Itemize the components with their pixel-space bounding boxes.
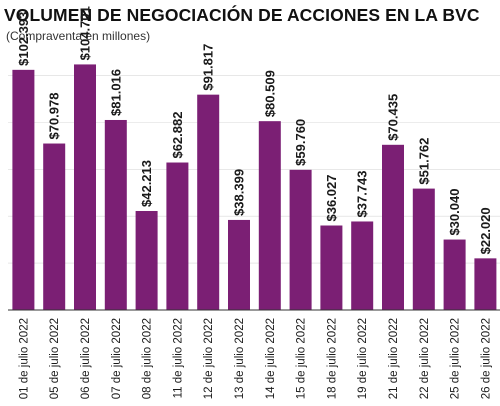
category-label: 06 de julio 2022 — [80, 318, 92, 399]
category-labels-group: 01 de julio 2022 05 de julio 2022 06 de ju… — [18, 318, 492, 399]
bar-value-label: $30.040 — [447, 189, 462, 236]
category-label: 18 de julio 2022 — [326, 318, 338, 399]
category-label: 12 de julio 2022 — [203, 318, 215, 399]
bar-value-label: $22.020 — [478, 207, 493, 254]
bar — [228, 219, 250, 310]
category-label: 19 de julio 2022 — [357, 318, 369, 399]
bar-value-label: $42.213 — [139, 160, 154, 207]
bar-value-label: $38.399 — [232, 169, 247, 216]
chart-subtitle: (Compraventa en millones) — [6, 29, 151, 43]
category-label: 08 de julio 2022 — [142, 318, 154, 399]
value-labels-group: $102.393 $70.978 $104.701 $81.016 $42.213 $62… — [16, 6, 493, 254]
bar-value-label: $91.817 — [201, 44, 216, 91]
bar-value-label: $70.435 — [386, 94, 401, 141]
bar — [197, 94, 220, 310]
bar — [104, 119, 127, 310]
bar — [351, 221, 374, 310]
bar — [320, 225, 343, 310]
category-label: 15 de julio 2022 — [296, 318, 308, 399]
bars-group — [12, 64, 497, 311]
chart-title: VOLUMEN DE NEGOCIACIÓN DE ACCIONES EN LA… — [4, 5, 480, 25]
bar — [166, 162, 189, 310]
bar — [474, 258, 497, 310]
bar — [43, 143, 66, 310]
bar — [12, 69, 35, 310]
bar — [135, 210, 158, 310]
category-label: 21 de julio 2022 — [388, 318, 400, 399]
category-label: 22 de julio 2022 — [419, 318, 431, 399]
category-label: 11 de julio 2022 — [172, 318, 184, 398]
bar — [382, 144, 404, 310]
category-label: 26 de julio 2022 — [480, 318, 492, 399]
bar-value-label: $104.701 — [78, 6, 93, 60]
bar — [258, 121, 281, 310]
bar — [74, 64, 96, 311]
bar-value-label: $70.978 — [47, 93, 62, 140]
bar — [412, 188, 435, 310]
category-label: 13 de julio 2022 — [234, 318, 246, 399]
category-label: 25 de julio 2022 — [450, 318, 462, 399]
bar-value-label: $62.882 — [170, 112, 185, 159]
bar-value-label: $102.393 — [16, 12, 31, 66]
bar — [289, 169, 312, 310]
bar-value-label: $36.027 — [324, 175, 339, 222]
bar-value-label: $37.743 — [355, 170, 370, 217]
bar-value-label: $51.762 — [416, 138, 431, 185]
category-label: 05 de julio 2022 — [49, 318, 61, 399]
category-label: 07 de julio 2022 — [111, 318, 123, 399]
bar-value-label: $59.760 — [293, 119, 308, 166]
category-label: 01 de julio 2022 — [18, 318, 30, 399]
bar-value-label: $81.016 — [108, 69, 123, 116]
bar — [443, 239, 466, 310]
bar-value-label: $80.509 — [262, 70, 277, 117]
category-label: 14 de julio 2022 — [265, 318, 277, 399]
